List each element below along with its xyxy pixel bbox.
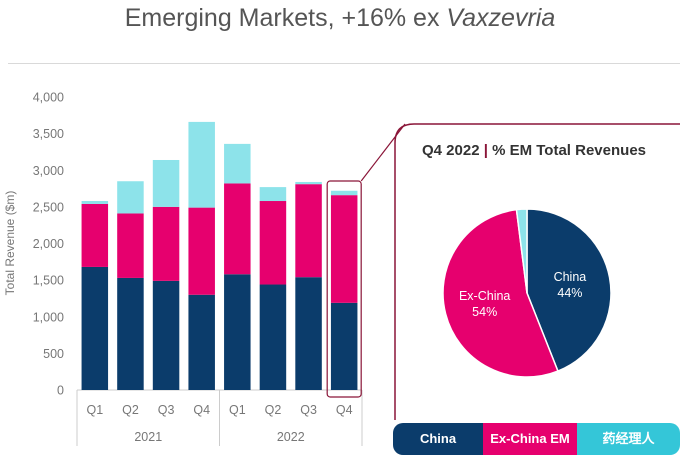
bar-segment (224, 143, 251, 184)
bar-segment (224, 274, 251, 390)
x-tick-label: Q1 (86, 403, 103, 417)
x-group-label: 2022 (277, 430, 305, 444)
pie-title: Q4 2022 | % EM Total Revenues (422, 142, 646, 159)
pie-slice-value: 44% (557, 286, 582, 300)
legend-item-other: 药经理人 (577, 423, 680, 455)
x-tick-label: Q3 (300, 403, 317, 417)
bar-segment (152, 206, 180, 281)
x-group-label: 2021 (134, 430, 162, 444)
y-tick-label: 1,500 (33, 274, 64, 288)
title-divider (8, 63, 680, 64)
bar-segment (259, 187, 287, 202)
y-tick-label: 500 (43, 347, 64, 361)
legend-item-china: China (393, 423, 483, 455)
bar-segment (188, 294, 215, 390)
bar-segment (81, 203, 109, 267)
x-tick-label: Q2 (265, 403, 282, 417)
bar-segment (259, 201, 287, 285)
callout-panel-border (394, 123, 680, 420)
bar-segment (330, 302, 358, 390)
pie-slice (442, 208, 559, 378)
x-tick-label: Q2 (122, 403, 139, 417)
bar-segment (330, 190, 358, 196)
bar-segment (117, 213, 144, 278)
bar-segment (330, 195, 358, 303)
pie-slice (515, 208, 528, 294)
slide-title: Emerging Markets, +16% ex Vaxzevria (0, 3, 680, 33)
y-axis-title: Total Revenue ($m) (3, 191, 17, 296)
bar-segment (188, 207, 215, 295)
y-tick-label: 3,000 (33, 164, 64, 178)
bar-segment (81, 201, 109, 204)
callout-connector (360, 123, 406, 182)
bar-segment (224, 183, 251, 275)
y-tick-label: 3,500 (33, 127, 64, 141)
y-tick-label: 2,000 (33, 237, 64, 251)
y-tick-label: 4,000 (33, 91, 64, 105)
pie-slice-label: Ex-China (459, 289, 510, 303)
y-tick-label: 1,000 (33, 310, 64, 324)
x-tick-label: Q4 (336, 403, 353, 417)
bar-segment (81, 266, 109, 390)
bar-segment (295, 277, 322, 390)
bar-segment (152, 159, 180, 207)
y-tick-label: 2,500 (33, 200, 64, 214)
bar-segment (152, 280, 180, 390)
y-tick-label: 0 (57, 384, 64, 398)
highlight-box (326, 180, 362, 398)
x-tick-label: Q1 (229, 403, 246, 417)
bar-segment (259, 284, 287, 390)
legend-item-ex-china-em: Ex-China EM (483, 423, 577, 455)
bar-segment (188, 121, 215, 208)
bar-segment (117, 277, 144, 390)
pie-slice (526, 208, 612, 373)
pie-slice-value: 54% (472, 305, 497, 319)
bar-segment (295, 181, 322, 185)
slide-title-main: Emerging Markets, +16% ex (124, 4, 447, 32)
bar-segment (295, 184, 322, 278)
slide-title-emphasis: Vaxzevria (446, 4, 556, 32)
pie-slice-label: China (554, 270, 587, 284)
bar-segment (117, 181, 144, 214)
x-tick-label: Q4 (193, 403, 210, 417)
x-tick-label: Q3 (158, 403, 175, 417)
